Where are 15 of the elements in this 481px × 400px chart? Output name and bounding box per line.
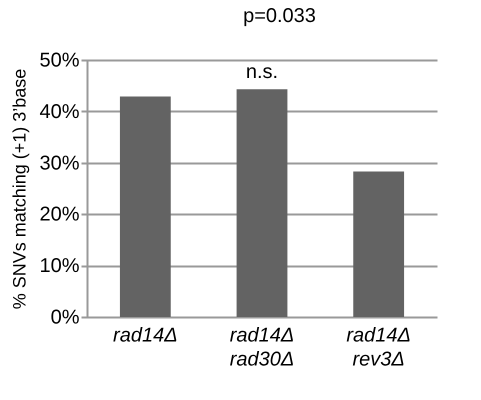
y-axis-title: % SNVs matching (+1) 3’base — [9, 68, 30, 310]
y-tick-label: 10% — [39, 255, 80, 278]
text: p=0.033 — [243, 5, 316, 27]
x-tick-label: rad14Δ rev3Δ — [346, 324, 411, 370]
y-tick-label: 40% — [39, 100, 80, 123]
bar — [353, 172, 404, 317]
annotation: n.s. — [246, 61, 278, 83]
y-tick-label: 20% — [39, 204, 80, 226]
y-tick-label: 0% — [50, 306, 80, 328]
y-tick-label: 50% — [39, 50, 80, 72]
bar — [120, 96, 171, 317]
x-tick-label: rad14Δ — [113, 324, 178, 346]
x-tick-label: rad14Δ rad30Δ — [230, 324, 294, 370]
bar — [236, 89, 288, 317]
y-tick-label: 30% — [39, 152, 80, 174]
